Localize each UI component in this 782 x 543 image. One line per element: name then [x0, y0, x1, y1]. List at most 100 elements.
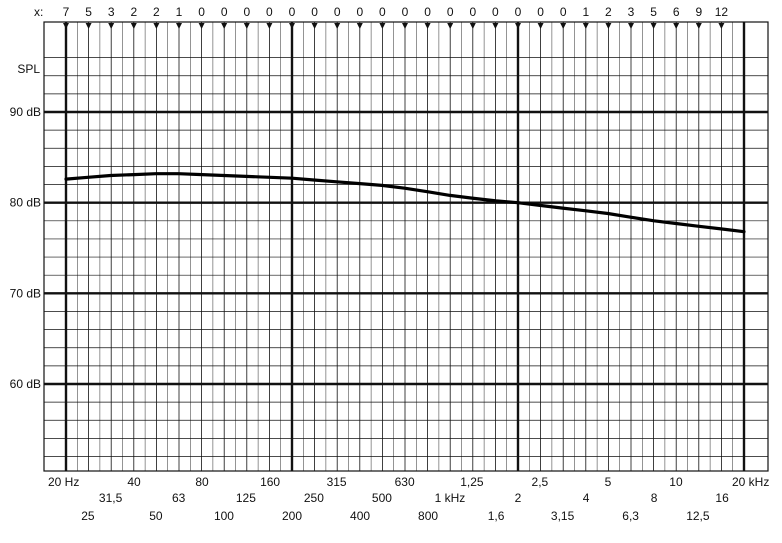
- x-tick-label: 63: [172, 491, 186, 505]
- x-marker-value: 0: [492, 5, 499, 19]
- x-tick-label: 25: [81, 509, 95, 523]
- x-marker-value: 9: [695, 5, 702, 19]
- x-marker-value: 0: [537, 5, 544, 19]
- x-marker-value: 0: [469, 5, 476, 19]
- x-marker-value: 0: [221, 5, 228, 19]
- x-marker-pointer: [221, 23, 228, 29]
- x-marker-value: 5: [85, 5, 92, 19]
- x-marker-row: 7 5 3 2 2 1 0 0 0 0 0 0 0 0 0 0 0 0 0 0 0 0 0 1 2 3 5 6 9 12: [63, 5, 729, 29]
- x-marker-pointer: [379, 23, 386, 29]
- x-marker-value: 0: [424, 5, 431, 19]
- x-marker-pointer: [130, 23, 137, 29]
- x-marker-pointer: [650, 23, 657, 29]
- x-marker-pointer: [469, 23, 476, 29]
- x-marker-value: 2: [605, 5, 612, 19]
- x-marker-value: 2: [130, 5, 137, 19]
- y-tick-label: 60 dB: [10, 377, 41, 391]
- x-tick-label: 8: [651, 491, 658, 505]
- x-marker-pointer: [266, 23, 273, 29]
- axis-layer: 90 dB 80 dB 70 dB 60 dB 20 Hz 25 31,5 40 50 63 80 1…: [10, 105, 770, 523]
- x-tick-label: 630: [395, 475, 415, 489]
- x-marker-value: 1: [582, 5, 589, 19]
- x-marker-pointer: [289, 23, 295, 29]
- plot-frame: [43, 21, 769, 472]
- x-marker-pointer: [176, 23, 182, 29]
- x-tick-label: 1,6: [488, 509, 505, 523]
- x-tick-label: 50: [149, 509, 163, 523]
- x-marker-pointer: [560, 23, 567, 29]
- x-tick-label: 800: [418, 509, 438, 523]
- series-layer: [64, 172, 746, 234]
- x-marker-pointer: [108, 23, 115, 29]
- x-marker-pointer: [515, 23, 521, 29]
- x-marker-pointer: [198, 23, 205, 29]
- x-marker-pointer: [243, 23, 250, 29]
- spl-series-line: [64, 172, 746, 234]
- x-marker-pointer: [424, 23, 431, 29]
- x-marker-value: 0: [198, 5, 205, 19]
- x-marker-value: 0: [402, 5, 409, 19]
- x-tick-label: 400: [350, 509, 370, 523]
- x-marker-value: 0: [447, 5, 454, 19]
- y-tick-label: 70 dB: [10, 286, 41, 300]
- x-marker-pointer: [63, 23, 69, 29]
- x-tick-label: 4: [583, 491, 590, 505]
- x-tick-label: 500: [372, 491, 392, 505]
- x-marker-value: 0: [560, 5, 567, 19]
- x-marker-pointer: [673, 23, 680, 29]
- x-marker-pointer: [537, 23, 544, 29]
- x-marker-value: 3: [628, 5, 635, 19]
- y-tick-label: 80 dB: [10, 196, 41, 210]
- x-marker-value: 0: [266, 5, 273, 19]
- x-marker-prefix: x:: [34, 5, 43, 19]
- x-marker-pointer: [311, 23, 318, 29]
- x-marker-pointer: [582, 23, 589, 29]
- y-tick-label: 90 dB: [10, 105, 41, 119]
- x-marker-value: 0: [311, 5, 318, 19]
- x-marker-value: 0: [289, 5, 296, 19]
- x-marker-value: 1: [176, 5, 183, 19]
- x-marker-value: 12: [715, 5, 729, 19]
- x-tick-label: 1,25: [460, 475, 484, 489]
- x-marker-pointer: [695, 23, 702, 29]
- x-marker-pointer: [153, 23, 160, 29]
- x-marker-value: 3: [108, 5, 115, 19]
- x-marker-value: 5: [650, 5, 657, 19]
- x-marker-pointer: [402, 23, 408, 29]
- x-tick-label: 12,5: [686, 509, 710, 523]
- x-tick-label: 80: [195, 475, 209, 489]
- x-tick-label: 2,5: [532, 475, 549, 489]
- x-marker-value: 0: [356, 5, 363, 19]
- x-marker-value: 0: [334, 5, 341, 19]
- x-marker-value: 6: [673, 5, 680, 19]
- x-tick-label: 1 kHz: [435, 491, 466, 505]
- x-tick-label: 20 Hz: [48, 475, 79, 489]
- x-tick-label: 31,5: [99, 491, 123, 505]
- x-marker-value: 7: [63, 5, 70, 19]
- x-tick-label: 5: [605, 475, 612, 489]
- x-tick-label: 40: [127, 475, 141, 489]
- x-marker-pointer: [605, 23, 612, 29]
- x-tick-label: 200: [282, 509, 302, 523]
- x-tick-label: 125: [236, 491, 256, 505]
- x-marker-pointer: [628, 23, 634, 29]
- x-marker-pointer: [447, 23, 454, 29]
- x-marker-pointer: [356, 23, 363, 29]
- x-tick-label: 3,15: [551, 509, 575, 523]
- x-tick-label: 100: [214, 509, 234, 523]
- x-marker-pointer: [718, 23, 725, 29]
- x-tick-label: 16: [715, 491, 729, 505]
- x-tick-label: 250: [304, 491, 324, 505]
- x-tick-label: 6,3: [622, 509, 639, 523]
- x-tick-label: 20 kHz: [732, 475, 769, 489]
- x-marker-pointer: [334, 23, 341, 29]
- x-tick-label: 315: [327, 475, 347, 489]
- x-tick-label: 160: [260, 475, 280, 489]
- x-marker-value: 0: [515, 5, 522, 19]
- x-marker-value: 0: [243, 5, 250, 19]
- grid: [43, 21, 769, 472]
- x-marker-pointer: [492, 23, 499, 29]
- y-axis-label: SPL: [17, 62, 40, 76]
- x-tick-label: 10: [669, 475, 683, 489]
